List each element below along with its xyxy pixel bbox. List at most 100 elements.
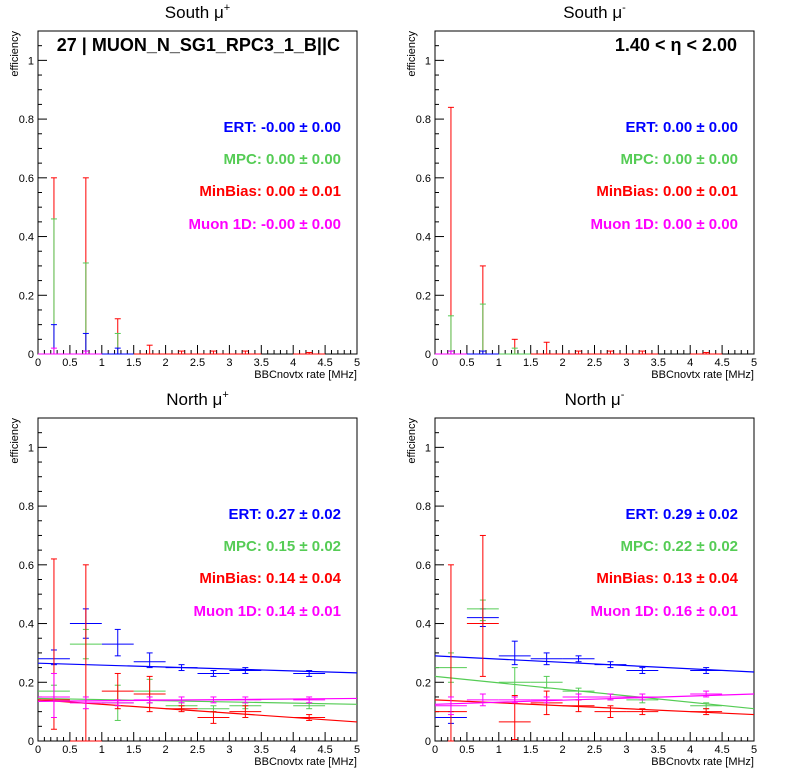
y-tick-label: 0.4: [416, 619, 431, 631]
data-point-ert: [594, 661, 627, 669]
x-tick-label: 4.5: [714, 357, 729, 369]
x-tick-label: 3: [623, 357, 629, 369]
x-tick-label: 2: [560, 744, 566, 756]
fit-line-muon-1d: [434, 693, 755, 705]
data-point-ert: [101, 628, 134, 657]
x-axis-label: BBCnovtx rate [MHz]: [651, 756, 754, 768]
x-tick-label: 5: [354, 357, 360, 369]
x-tick-label: 1: [99, 744, 105, 756]
fit-label-minbias: MinBias: 0.13 ± 0.04: [596, 570, 738, 587]
data-point-ert: [466, 350, 499, 355]
x-tick-label: 5: [751, 744, 757, 756]
x-tick-label: 4: [290, 744, 296, 756]
data-point-muon-1d: [69, 696, 102, 710]
y-axis-label: efficiency: [406, 31, 418, 77]
x-tick-label: 0: [35, 744, 41, 756]
y-tick-label: 1: [28, 442, 34, 454]
data-point-muon-1d: [293, 696, 326, 704]
x-tick-label: 4.5: [317, 744, 332, 756]
fit-line-mpc: [37, 697, 358, 705]
data-point-ert: [530, 652, 563, 666]
data-point-minbias: [594, 350, 627, 355]
x-axis-label: BBCnovtx rate [MHz]: [254, 756, 357, 768]
data-point-minbias: [594, 705, 627, 719]
data-point-ert: [165, 664, 198, 672]
x-tick-label: 4.5: [317, 357, 332, 369]
data-point-muon-1d: [626, 693, 659, 701]
data-point-minbias: [293, 352, 326, 355]
fit-label-muon-1d: Muon 1D: 0.14 ± 0.01: [194, 603, 341, 620]
data-point-muon-1d: [69, 350, 102, 355]
y-tick-label: 0.4: [416, 232, 431, 244]
x-tick-label: 4: [290, 357, 296, 369]
panel-annotation: 27 | MUON_N_SG1_RPC3_1_B||C: [57, 35, 340, 55]
x-tick-label: 1: [496, 357, 502, 369]
x-tick-label: 1: [99, 357, 105, 369]
data-point-minbias: [466, 534, 499, 677]
data-point-ert: [293, 670, 326, 677]
y-axis-label: efficiency: [9, 31, 21, 77]
y-tick-label: 0: [425, 349, 431, 361]
x-tick-label: 0.5: [459, 744, 474, 756]
panel-1: South μ+ 0 0.5 1 1.5 2 2.5 3 3.5 4 4.5 5 0 0.2 0.4 0.6 0…: [9, 2, 360, 381]
data-point-mpc: [690, 702, 723, 710]
panel-4: North μ- 0 0.5 1 1.5 2 2.5 3 3.5 4 4.5 5 0 0.2 0.4 0.6 0…: [406, 389, 757, 768]
x-tick-label: 3: [623, 744, 629, 756]
y-tick-label: 0: [425, 736, 431, 748]
x-tick-label: 1.5: [126, 357, 141, 369]
data-point-minbias: [165, 350, 198, 355]
y-tick-label: 0.2: [19, 290, 34, 302]
x-tick-label: 2: [163, 357, 169, 369]
y-tick-label: 0.8: [19, 501, 34, 513]
data-point-ert: [562, 655, 595, 663]
data-point-minbias: [229, 350, 262, 355]
data-point-ert: [133, 652, 166, 669]
data-point-muon-1d: [197, 696, 230, 704]
x-axis-label: BBCnovtx rate [MHz]: [651, 369, 754, 381]
fit-label-mpc: MPC: 0.00 ± 0.00: [621, 151, 738, 168]
x-tick-label: 5: [354, 744, 360, 756]
panel-title: North μ-: [565, 389, 625, 409]
data-point-minbias: [229, 705, 262, 719]
data-point-minbias: [165, 705, 198, 713]
data-point-muon-1d: [101, 699, 134, 707]
fit-label-minbias: MinBias: 0.00 ± 0.01: [596, 183, 738, 200]
y-tick-label: 0.8: [19, 114, 34, 126]
fit-label-mpc: MPC: 0.00 ± 0.00: [224, 151, 341, 168]
fit-label-muon-1d: Muon 1D: 0.16 ± 0.01: [591, 603, 738, 620]
fit-label-mpc: MPC: 0.15 ± 0.02: [224, 538, 341, 555]
data-point-minbias: [562, 699, 595, 713]
y-tick-label: 0.6: [416, 173, 431, 185]
panel-title: South μ-: [563, 2, 626, 22]
data-point-minbias: [133, 344, 166, 355]
data-point-mpc: [530, 675, 563, 689]
y-tick-label: 0.2: [416, 677, 431, 689]
data-point-minbias: [293, 714, 326, 721]
data-point-minbias: [69, 564, 102, 742]
y-tick-label: 1: [425, 442, 431, 454]
x-tick-label: 0: [35, 357, 41, 369]
data-point-muon-1d: [38, 347, 70, 355]
y-tick-label: 0.8: [416, 114, 431, 126]
y-tick-label: 0.6: [19, 173, 34, 185]
x-tick-label: 1.5: [126, 744, 141, 756]
data-point-ert: [197, 670, 230, 677]
y-tick-label: 0.6: [416, 560, 431, 572]
x-tick-label: 2: [163, 744, 169, 756]
x-tick-label: 0.5: [459, 357, 474, 369]
x-tick-label: 5: [751, 357, 757, 369]
data-point-ert: [498, 640, 531, 666]
x-tick-label: 2.5: [190, 744, 205, 756]
y-tick-label: 0.4: [19, 232, 34, 244]
data-point-ert: [229, 667, 262, 674]
y-tick-label: 0.6: [19, 560, 34, 572]
fit-label-ert: ERT: 0.27 ± 0.02: [229, 506, 341, 523]
x-tick-label: 2.5: [190, 357, 205, 369]
x-tick-label: 4: [687, 744, 693, 756]
data-point-minbias: [562, 350, 595, 355]
data-point-muon-1d: [530, 696, 563, 704]
panel-title: North μ+: [166, 389, 229, 409]
data-point-muon-1d: [594, 693, 627, 701]
y-axis-label: efficiency: [406, 418, 418, 464]
data-point-ert: [101, 347, 134, 355]
